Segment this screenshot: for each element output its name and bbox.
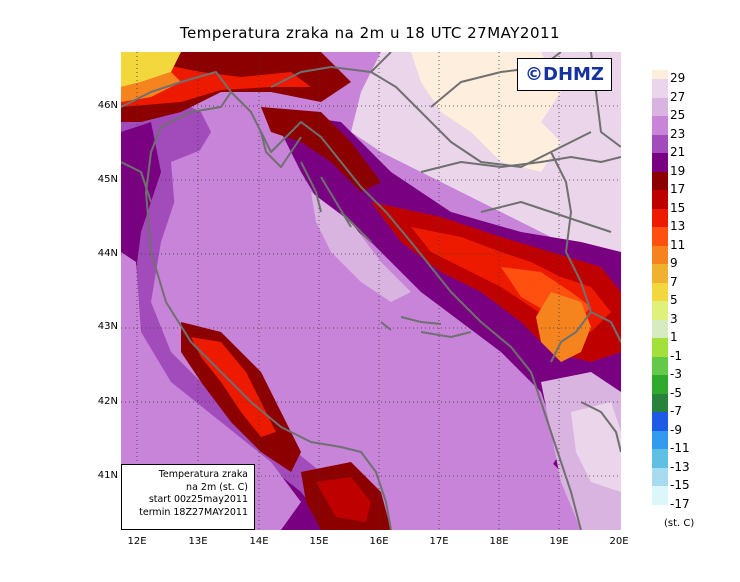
lon-label-13e: 13E	[188, 536, 208, 547]
field-albania-warm	[571, 402, 621, 492]
legend-label: 19	[670, 163, 686, 178]
legend-label: 5	[670, 293, 678, 308]
field-italy-lowland	[121, 252, 301, 530]
legend-label: 25	[670, 108, 686, 123]
lon-label-17e: 17E	[429, 536, 449, 547]
legend-label: 9	[670, 256, 678, 271]
legend-swatch	[652, 393, 668, 413]
lon-label-12e: 12E	[127, 536, 147, 547]
info-line-3: start 00z25may2011	[148, 494, 248, 505]
info-line-2: na 2m (st. C)	[186, 481, 248, 493]
legend-label: 3	[670, 311, 678, 326]
lon-label-18e: 18E	[489, 536, 509, 547]
info-line-1: Temperatura zraka	[158, 469, 248, 480]
legend-swatch	[652, 190, 668, 209]
legend-swatch	[652, 338, 668, 357]
legend-swatch	[652, 486, 668, 505]
field-sea-central	[171, 142, 561, 482]
legend-swatch	[652, 245, 668, 265]
info-box: Temperatura zraka na 2m (st. C) start 00…	[121, 464, 255, 530]
legend-label: 17	[670, 182, 686, 197]
legend-swatch	[652, 356, 668, 376]
lat-label-43n: 43N	[97, 321, 118, 332]
lat-label-41n: 41N	[97, 470, 118, 481]
legend-label: -11	[670, 441, 690, 456]
legend-swatch	[652, 467, 668, 487]
lat-label-44n: 44N	[97, 248, 118, 259]
field-north-velebit	[261, 107, 381, 192]
temperature-map	[121, 52, 621, 530]
lat-label-45n: 45N	[97, 174, 118, 185]
temperature-field	[121, 52, 621, 530]
legend-label: -7	[670, 404, 682, 419]
legend-label: -5	[670, 385, 682, 400]
lon-label-15e: 15E	[309, 536, 329, 547]
lon-label-14e: 14E	[249, 536, 269, 547]
legend-swatch	[652, 319, 668, 339]
coastlines	[121, 52, 621, 530]
legend-swatch	[652, 375, 668, 394]
lon-label-16e: 16E	[369, 536, 389, 547]
legend-swatch	[652, 70, 668, 80]
field-nw-corner-orange	[121, 72, 181, 102]
legend-label: -15	[670, 478, 690, 493]
lon-label-19e: 19E	[549, 536, 569, 547]
grid-lines	[121, 52, 621, 530]
legend-swatch	[652, 412, 668, 431]
info-line-4: termin 18Z27MAY2011	[139, 506, 248, 518]
map-title: Temperatura zraka na 2m u 18 UTC 27MAY20…	[179, 24, 561, 42]
legend-label: -13	[670, 459, 690, 474]
legend-unit: (st. C)	[664, 518, 695, 529]
field-montenegro-orange	[536, 292, 591, 362]
lon-label-20e: 20E	[609, 536, 629, 547]
legend-label: 11	[670, 237, 686, 252]
legend-swatch	[652, 208, 668, 228]
legend-swatch	[652, 171, 668, 191]
field-puglia-red	[316, 477, 371, 522]
legend-swatch	[652, 153, 668, 172]
legend-swatch	[652, 134, 668, 154]
legend-label: 27	[670, 89, 686, 104]
field-nw-corner-yellow	[121, 52, 181, 87]
legend-label: 21	[670, 145, 686, 160]
legend-label: 15	[670, 200, 686, 215]
legend-swatch	[652, 264, 668, 283]
legend-swatch	[652, 282, 668, 302]
legend-label: 23	[670, 126, 686, 141]
legend-label: -9	[670, 422, 682, 437]
legend-swatch	[652, 301, 668, 320]
legend-label: 1	[670, 330, 678, 345]
field-sea-light-island	[311, 192, 411, 302]
lat-label-46n: 46N	[97, 100, 118, 111]
legend-label: -3	[670, 367, 682, 382]
legend-label: -17	[670, 496, 690, 511]
legend-swatch	[652, 116, 668, 135]
color-legend: 29 27 25 23 21 19 17 15 13 11 9 7 5 3 1 -1 -3 -5 -7 -9 -11 -1…	[652, 70, 740, 530]
legend-label: -1	[670, 348, 682, 363]
legend-label: 13	[670, 219, 686, 234]
dhmz-copyright: ©DHMZ	[517, 58, 612, 91]
legend-swatch	[652, 227, 668, 246]
lat-label-42n: 42N	[97, 396, 118, 407]
legend-label: 29	[670, 71, 686, 86]
legend-swatch	[652, 430, 668, 450]
legend-swatch	[652, 449, 668, 468]
legend-swatch	[652, 79, 668, 98]
legend-label: 7	[670, 274, 678, 289]
legend-swatch	[652, 97, 668, 117]
legend-swatch	[652, 504, 668, 524]
